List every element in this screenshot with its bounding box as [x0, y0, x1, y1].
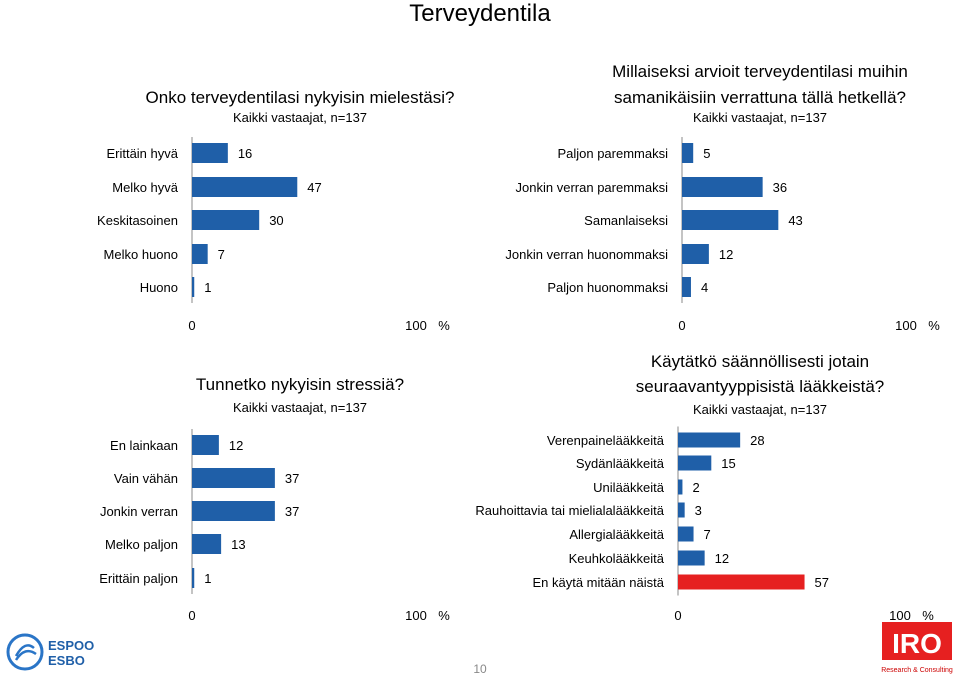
chart3-category-label: Jonkin verran [100, 504, 178, 519]
iro-logo-name: IRO [892, 628, 942, 659]
chart2-category-label: Paljon huonommaksi [547, 280, 668, 295]
chart4-bar [678, 432, 741, 448]
chart1-category-label: Melko huono [104, 247, 178, 262]
chart1-tick-label: 0 [188, 318, 195, 333]
chart4-bar [678, 455, 712, 471]
chart3-tick-label: 100 [405, 608, 427, 623]
chart2-bar [682, 210, 779, 230]
chart3-subtitle: Kaikki vastaajat, n=137 [233, 400, 367, 415]
chart4-title-line: seuraavantyyppisistä lääkkeistä? [636, 377, 885, 396]
chart1-value-label: 47 [307, 180, 321, 195]
chart4-category-label: Unilääkkeitä [593, 480, 665, 495]
chart1-tick-label: 100 [405, 318, 427, 333]
espoo-logo-line1: ESPOO [48, 638, 94, 653]
chart3-title-line: Tunnetko nykyisin stressiä? [196, 375, 404, 394]
chart3-bar [192, 534, 222, 554]
chart1-category-label: Keskitasoinen [97, 213, 178, 228]
chart2-tick-label: 0 [678, 318, 685, 333]
chart2-category-label: Paljon paremmaksi [557, 146, 668, 161]
chart4-value-label: 28 [750, 433, 764, 448]
chart4-value-label: 15 [721, 456, 735, 471]
chart4-category-label: En käytä mitään näistä [532, 575, 664, 590]
chart1-bar [192, 143, 228, 163]
iro-logo-icon: IRO Research & Consulting [881, 622, 953, 674]
chart2-tick-label: 100 [895, 318, 917, 333]
chart4-value-label: 7 [704, 527, 711, 542]
chart4-value-label: 12 [715, 551, 729, 566]
chart2-value-label: 5 [703, 146, 710, 161]
chart2-value-label: 4 [701, 280, 708, 295]
chart2-bar [682, 177, 763, 197]
chart2-title-line: samanikäisiin verrattuna tällä hetkellä? [614, 88, 906, 107]
page-number: 10 [473, 662, 487, 676]
chart3-value-label: 12 [229, 438, 243, 453]
chart1-subtitle: Kaikki vastaajat, n=137 [233, 110, 367, 125]
chart4-unit-label: % [922, 608, 934, 623]
chart2-value-label: 12 [719, 247, 733, 262]
chart3-category-label: Melko paljon [105, 537, 178, 552]
espoo-logo: ESPOO ESBO [6, 630, 106, 674]
chart1-category-label: Huono [140, 280, 178, 295]
chart1-value-label: 1 [204, 280, 211, 295]
chart1-value-label: 30 [269, 213, 283, 228]
chart1-category-label: Melko hyvä [112, 180, 179, 195]
chart3-bar [192, 435, 219, 455]
chart4-value-label: 57 [815, 575, 829, 590]
espoo-logo-line2: ESBO [48, 653, 85, 668]
chart2-value-label: 36 [773, 180, 787, 195]
chart4-tick-label: 0 [674, 608, 681, 623]
chart4-category-label: Keuhkolääkkeitä [569, 551, 665, 566]
chart4-bar [678, 574, 805, 590]
chart4-bar [678, 550, 705, 566]
chart2-title-line: Millaiseksi arvioit terveydentilasi muih… [612, 62, 908, 81]
chart4-bar [678, 502, 685, 518]
chart2-bar [682, 143, 694, 163]
chart1-category-label: Erittäin hyvä [106, 146, 178, 161]
chart3-category-label: Vain vähän [114, 471, 178, 486]
espoo-logo-icon: ESPOO ESBO [6, 633, 94, 671]
chart1-bar [192, 177, 298, 197]
iro-logo-tagline: Research & Consulting [881, 667, 953, 674]
chart4-category-label: Sydänlääkkeitä [576, 456, 665, 471]
chart1-bar [192, 210, 260, 230]
chart2-category-label: Jonkin verran paremmaksi [516, 180, 669, 195]
chart2-value-label: 43 [788, 213, 802, 228]
chart2-category-label: Samanlaiseksi [584, 213, 668, 228]
chart3-value-label: 1 [204, 571, 211, 586]
chart4-bar [678, 479, 683, 495]
chart2-category-label: Jonkin verran huonommaksi [505, 247, 668, 262]
chart4-value-label: 3 [695, 503, 702, 518]
chart3-unit-label: % [438, 608, 450, 623]
chart2-bar [682, 277, 691, 297]
chart1-title-line: Onko terveydentilasi nykyisin mielestäsi… [146, 88, 455, 107]
chart1-value-label: 7 [218, 247, 225, 262]
chart3-bar [192, 468, 275, 488]
chart4-tick-label: 100 [889, 608, 911, 623]
chart3-tick-label: 0 [188, 608, 195, 623]
page-title: Terveydentila [409, 0, 551, 27]
chart3-bar [192, 568, 195, 588]
chart1-unit-label: % [438, 318, 450, 333]
chart4-category-label: Verenpainelääkkeitä [547, 433, 665, 448]
chart4-subtitle: Kaikki vastaajat, n=137 [693, 402, 827, 417]
chart2-subtitle: Kaikki vastaajat, n=137 [693, 110, 827, 125]
chart1-bar [192, 244, 208, 264]
iro-logo: IRO Research & Consulting [878, 620, 956, 676]
chart3-value-label: 37 [285, 504, 299, 519]
chart4-category-label: Rauhoittavia tai mielialalääkkeitä [475, 503, 664, 518]
chart2-unit-label: % [928, 318, 940, 333]
chart3-value-label: 13 [231, 537, 245, 552]
chart4-title-line: Käytätkö säännöllisesti jotain [651, 352, 869, 371]
chart3-category-label: En lainkaan [110, 438, 178, 453]
chart4-category-label: Allergialääkkeitä [569, 527, 664, 542]
chart1-bar [192, 277, 195, 297]
chart4-bar [678, 526, 694, 542]
chart4-value-label: 2 [692, 480, 699, 495]
chart2-bar [682, 244, 709, 264]
chart3-value-label: 37 [285, 471, 299, 486]
chart3-category-label: Erittäin paljon [99, 571, 178, 586]
chart3-bar [192, 501, 275, 521]
chart1-value-label: 16 [238, 146, 252, 161]
